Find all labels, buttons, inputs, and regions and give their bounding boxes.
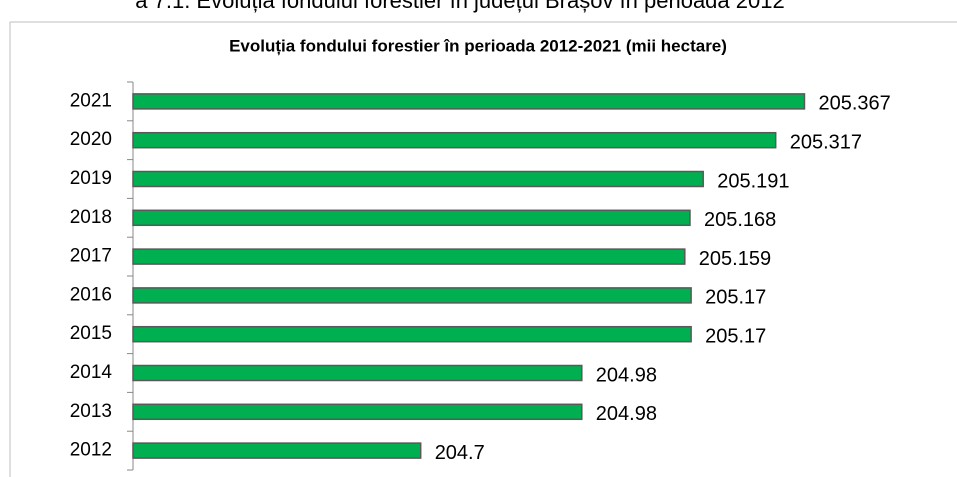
value-label: 205.17 [705, 325, 766, 347]
value-label: 205.191 [717, 170, 789, 192]
value-label: 205.367 [818, 93, 890, 115]
y-tick-label: 2014 [70, 362, 113, 383]
y-tick-label: 2019 [70, 168, 112, 189]
chart-title: Evoluția fondului forestier în perioada … [229, 36, 727, 55]
bar [132, 248, 686, 265]
y-tick-label: 2012 [70, 440, 112, 461]
bar [132, 442, 422, 459]
value-label: 205.17 [705, 287, 766, 309]
bar [132, 325, 692, 343]
y-tick-label: 2013 [70, 401, 112, 422]
value-label: 205.317 [790, 131, 862, 153]
value-label: 205.159 [699, 248, 771, 270]
bar [132, 364, 583, 382]
y-tick-label: 2017 [70, 246, 112, 267]
bar [132, 209, 691, 227]
caption: a 7.1. Evoluția fondului forestier în ju… [135, 0, 784, 13]
value-label: 204.98 [596, 364, 657, 386]
bar [132, 403, 583, 421]
value-label: 204.98 [596, 403, 657, 425]
y-tick-label: 2020 [70, 129, 112, 150]
y-tick-label: 2018 [70, 207, 112, 228]
value-label: 204.7 [435, 442, 485, 464]
value-label: 205.168 [704, 209, 776, 231]
bar [132, 170, 704, 188]
y-tick-label: 2015 [70, 323, 112, 344]
bar [132, 93, 806, 110]
y-tick-label: 2016 [70, 284, 112, 305]
bar [132, 287, 692, 304]
y-tick-label: 2021 [70, 90, 112, 111]
bar [132, 131, 777, 149]
